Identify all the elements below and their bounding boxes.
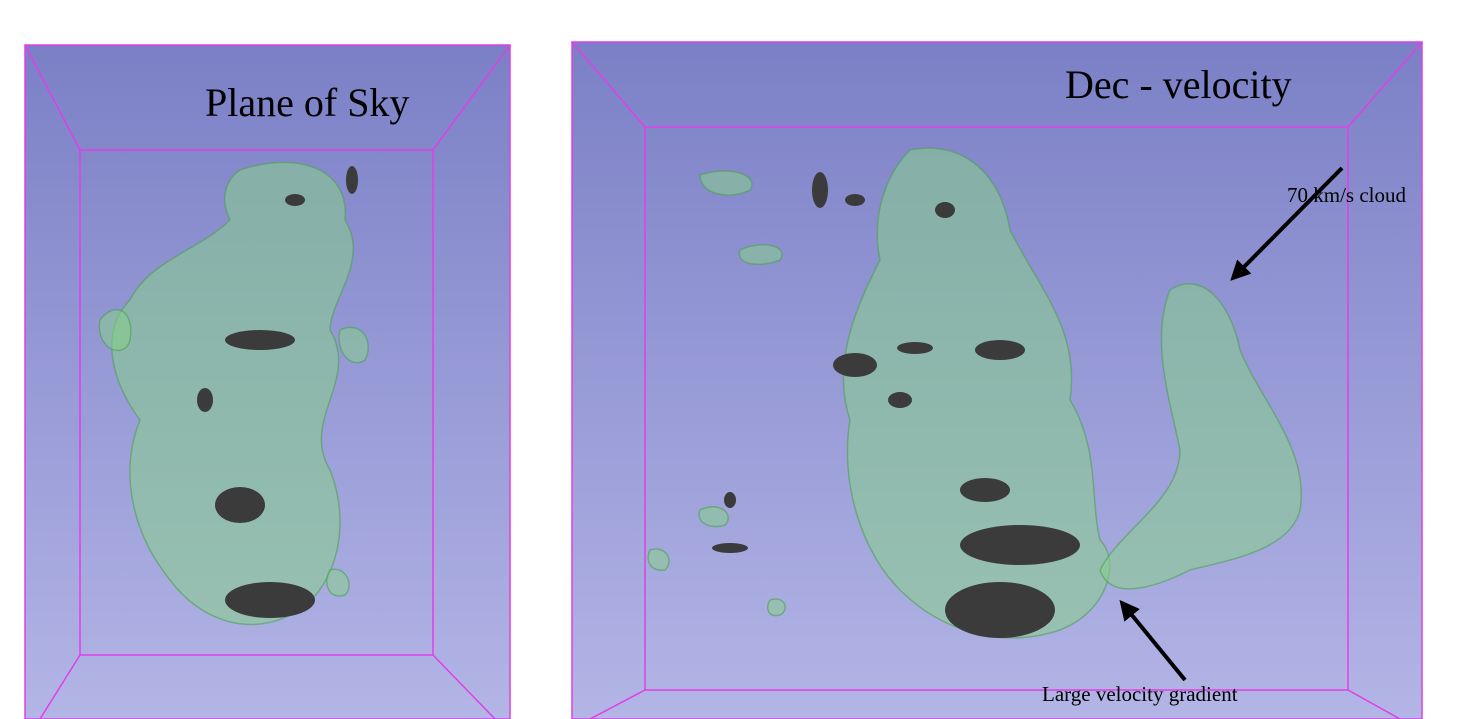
right-panel: Dec - velocity 70 km/s cloud Large veloc… <box>572 42 1422 719</box>
dense-blob <box>225 330 295 350</box>
dense-blob <box>945 582 1055 638</box>
panel-label: Dec - velocity <box>1065 62 1292 107</box>
figure: Plane of Sky Dec - velo <box>0 0 1475 719</box>
gas-blob <box>699 507 728 527</box>
dense-blob <box>225 582 315 618</box>
dense-blob <box>960 525 1080 565</box>
dense-blob <box>197 388 213 412</box>
dense-blob <box>724 492 736 508</box>
annotation: Large velocity gradient <box>1042 682 1238 706</box>
dense-blob <box>346 166 358 194</box>
dense-blob <box>833 353 877 377</box>
dense-blob <box>845 194 865 206</box>
gas-blob <box>739 245 782 265</box>
dense-blob <box>712 543 748 553</box>
dense-blob <box>888 392 912 408</box>
panel-label: Plane of Sky <box>205 80 409 125</box>
left-panel: Plane of Sky <box>25 45 510 719</box>
dense-blob <box>897 342 933 354</box>
gas-blob <box>648 549 669 570</box>
dense-blob <box>960 478 1010 502</box>
dense-blob <box>812 172 828 208</box>
dense-blob <box>215 487 265 523</box>
gas-blob <box>768 599 786 616</box>
dense-blob <box>285 194 305 206</box>
annotation: 70 km/s cloud <box>1287 183 1406 207</box>
dense-blob <box>975 340 1025 360</box>
dense-blob <box>935 202 955 218</box>
